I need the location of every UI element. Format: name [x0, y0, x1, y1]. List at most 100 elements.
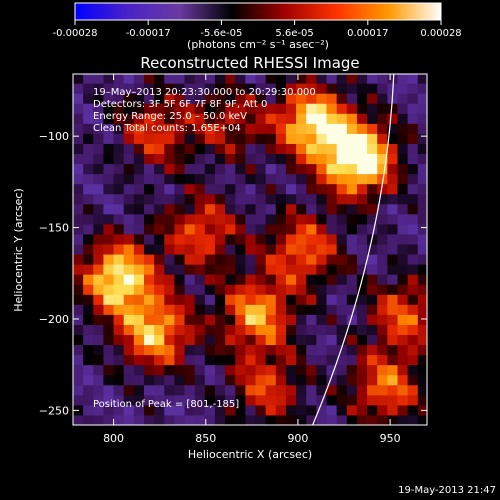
heatmap-cell [133, 344, 145, 356]
heatmap-cell [356, 103, 368, 114]
heatmap-cell [123, 193, 135, 205]
heatmap-cell [275, 233, 287, 245]
heatmap-cell [316, 133, 328, 144]
heatmap-cell [214, 284, 226, 295]
heatmap-cell [306, 193, 317, 205]
heatmap-cell [306, 274, 317, 285]
heatmap-cell [103, 133, 115, 144]
heatmap-cell [326, 254, 338, 265]
heatmap-cell [336, 143, 348, 155]
heatmap-cell [387, 274, 398, 285]
heatmap-cell [356, 74, 368, 84]
heatmap-cell [184, 334, 196, 346]
heatmap-cell [184, 284, 196, 295]
annotation-detectors: Detectors: 3F 5F 6F 7F 8F 9F, Att 0 [93, 99, 267, 110]
heatmap-cell [133, 173, 145, 185]
heatmap-cell [174, 113, 186, 124]
heatmap-cell [225, 284, 236, 295]
heatmap-cell [214, 83, 226, 94]
heatmap-cell [255, 113, 267, 124]
heatmap-cell [275, 103, 287, 114]
heatmap-cell [397, 414, 409, 425]
heatmap-cell [154, 394, 165, 406]
heatmap-cell [235, 294, 246, 305]
heatmap-cell [225, 324, 236, 336]
heatmap-cell [154, 103, 165, 114]
heatmap-cell [346, 173, 358, 185]
heatmap-cell [143, 233, 155, 245]
heatmap-cell [123, 414, 135, 425]
heatmap-cell [265, 223, 277, 235]
heatmap-cell [245, 133, 257, 144]
heatmap-cell [417, 113, 427, 124]
heatmap-cell [93, 414, 104, 425]
heatmap-cell [316, 404, 328, 416]
heatmap-cell [143, 113, 155, 124]
heatmap-cell [326, 223, 338, 235]
heatmap-cell [326, 364, 338, 376]
heatmap-cell [184, 74, 196, 84]
heatmap-cell [316, 233, 328, 245]
heatmap-cell [377, 364, 388, 376]
heatmap-cell [377, 244, 388, 255]
heatmap-cell [235, 244, 246, 255]
heatmap-cell [123, 324, 135, 336]
heatmap-cell [164, 404, 175, 416]
heatmap-cell [174, 93, 186, 104]
heatmap-cell [235, 394, 246, 406]
heatmap-cell [387, 113, 398, 124]
heatmap-cell [143, 404, 155, 416]
heatmap-cell [73, 74, 84, 84]
heatmap-cell [407, 143, 419, 155]
heatmap-cell [397, 74, 409, 84]
heatmap-cell [285, 394, 297, 406]
heatmap-cell [83, 113, 94, 124]
heatmap-cell [73, 173, 84, 185]
heatmap-cell [93, 153, 104, 165]
heatmap-cell [83, 193, 94, 205]
heatmap-cell [73, 143, 84, 155]
heatmap-cell [255, 163, 267, 175]
heatmap-cell [296, 324, 307, 336]
heatmap-cell [235, 93, 246, 104]
heatmap-cell [103, 344, 115, 356]
heatmap-cell [275, 193, 287, 205]
heatmap-cell [356, 324, 368, 336]
heatmap-cell [235, 233, 246, 245]
heatmap-cell [275, 74, 287, 84]
heatmap-cell [103, 113, 115, 124]
heatmap-cell [93, 394, 104, 406]
heatmap-cell [73, 334, 84, 346]
heatmap-cell [225, 294, 236, 305]
heatmap-cell [123, 233, 135, 245]
heatmap-cell [275, 83, 287, 94]
heatmap-cell [113, 133, 125, 144]
heatmap-cell [285, 153, 297, 165]
heatmap-cell [265, 173, 277, 185]
heatmap-cell [255, 394, 267, 406]
heatmap-cell [123, 93, 135, 104]
heatmap-cell [306, 324, 317, 336]
heatmap-cell [93, 314, 104, 325]
heatmap-cell [387, 364, 398, 376]
heatmap-cell [265, 414, 277, 425]
heatmap-cell [296, 153, 307, 165]
heatmap-cell [387, 304, 398, 315]
heatmap-cell [397, 123, 409, 134]
heatmap-cell [275, 344, 287, 356]
heatmap-cell [235, 83, 246, 94]
heatmap-cell [245, 414, 257, 425]
heatmap-cell [113, 324, 125, 336]
heatmap-cell [417, 103, 427, 114]
heatmap-cell [164, 264, 175, 275]
x-tick-label: 950 [380, 432, 401, 445]
heatmap-cell [184, 203, 196, 215]
heatmap-cell [316, 384, 328, 396]
heatmap-cell [296, 213, 307, 225]
heatmap-cell [346, 103, 358, 114]
heatmap-cell [103, 394, 115, 406]
heatmap-cell [204, 274, 216, 285]
heatmap-cell [133, 113, 145, 124]
annotation-counts: Clean Total counts: 1.65E+04 [93, 123, 241, 134]
heatmap-cell [417, 123, 427, 134]
